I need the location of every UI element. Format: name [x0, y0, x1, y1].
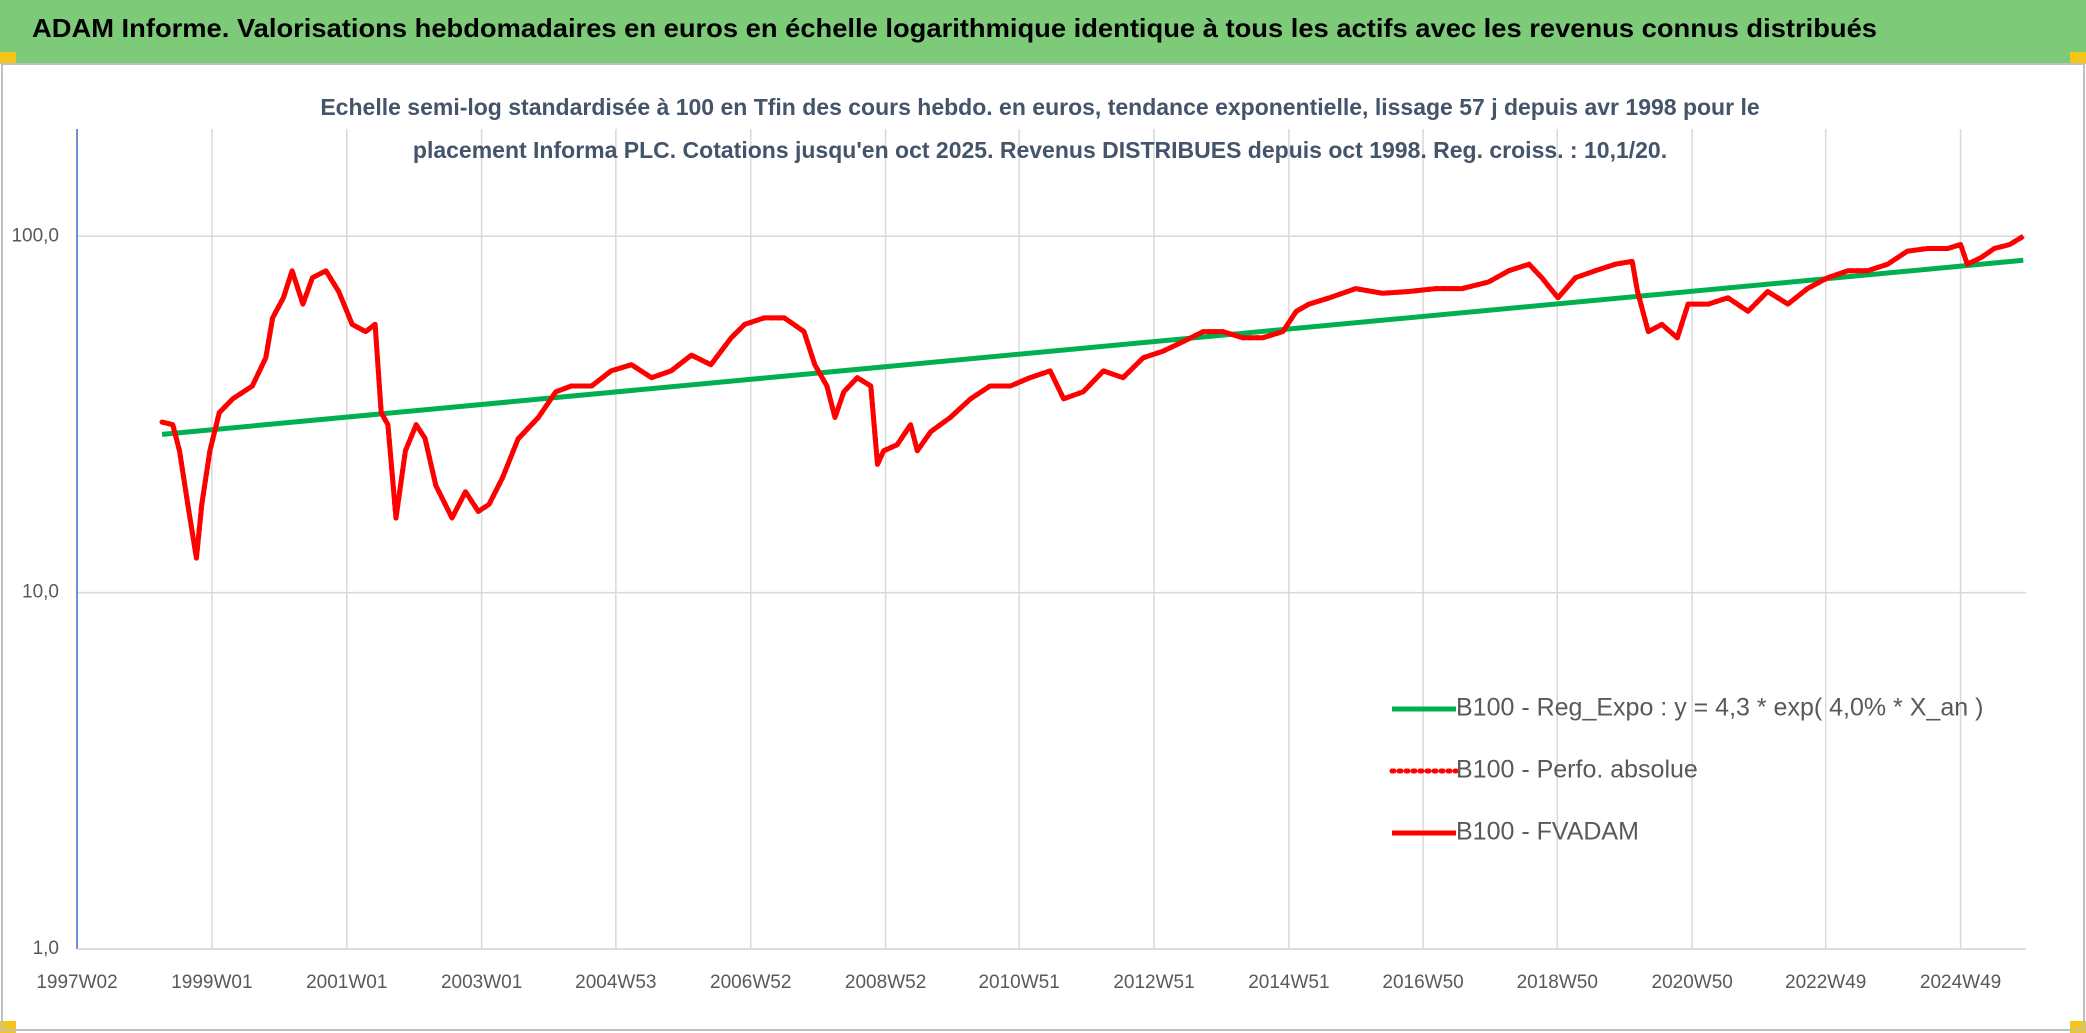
chart-subtitle: Echelle semi-log standardisée à 100 en T… [320, 94, 1760, 163]
x-tick-label: 2010W51 [978, 972, 1059, 993]
x-tick-label: 2022W49 [1785, 972, 1866, 993]
x-tick-label: 2008W52 [845, 972, 926, 993]
x-tick-label: 2006W52 [710, 972, 791, 993]
y-tick-label: 100,0 [11, 225, 59, 246]
data-line [161, 234, 2025, 561]
x-tick-label: 2016W50 [1382, 972, 1463, 993]
legend-label: B100 - Perfo. absolue [1456, 756, 1698, 784]
x-tick-label: 2012W51 [1113, 972, 1194, 993]
chart-title: ADAM Informe. Valorisations hebdomadaire… [32, 13, 1877, 43]
x-tick-label: 2004W53 [575, 972, 656, 993]
corner [2070, 52, 2086, 64]
x-tick-label: 2020W50 [1652, 972, 1733, 993]
frame [1, 63, 2085, 1031]
legend-label: B100 - Reg_Expo : y = 4,3 * exp( 4,0% * … [1456, 694, 1983, 722]
corner [0, 52, 16, 64]
x-tick-label: 2018W50 [1517, 972, 1598, 993]
x-tick-label: 1997W02 [36, 972, 117, 993]
legend-label: B100 - FVADAM [1456, 818, 1639, 846]
header-band [0, 0, 2086, 64]
y-tick-label: 10,0 [22, 582, 59, 603]
y-tick-label: 1,0 [33, 938, 59, 959]
x-tick-label: 2003W01 [441, 972, 522, 993]
data-line [161, 257, 2024, 437]
x-tick-label: 2014W51 [1248, 972, 1329, 993]
x-tick-label: 2024W49 [1920, 972, 2001, 993]
x-tick-label: 2001W01 [306, 972, 387, 993]
x-tick-label: 1999W01 [171, 972, 252, 993]
